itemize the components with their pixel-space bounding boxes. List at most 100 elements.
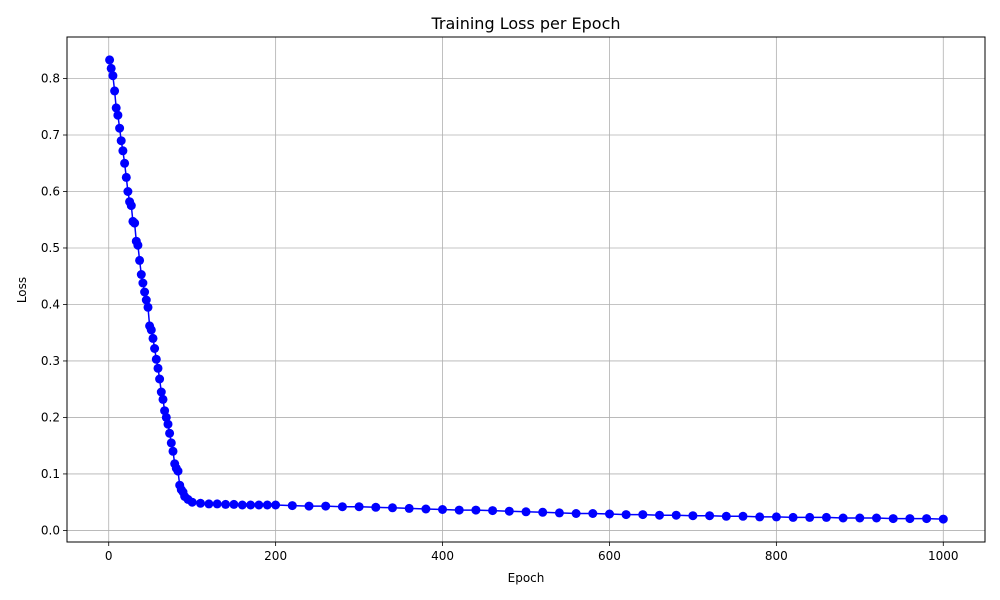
loss-point [938,514,948,524]
loss-point [229,499,239,509]
y-tick-label: 0.0 [41,523,60,537]
loss-point [168,446,178,456]
loss-point [153,363,163,373]
loss-point [872,513,881,523]
loss-point [133,240,143,250]
loss-point [106,63,116,73]
loss-point [158,394,168,404]
loss-point [173,466,183,476]
loss-point [155,374,165,384]
y-tick-label: 0.2 [41,410,60,424]
loss-point [120,158,130,168]
loss-point [588,509,598,518]
loss-point [204,499,214,509]
loss-point [130,218,140,228]
plot-frame [66,36,986,543]
y-tick-label: 0.4 [41,297,60,311]
loss-point [105,55,115,65]
loss-point [156,387,166,397]
loss-point [805,512,815,522]
loss-point [271,500,281,510]
loss-point [821,512,831,522]
loss-point [721,511,731,521]
loss-point [571,509,581,518]
loss-point [113,110,123,120]
loss-point [521,507,531,517]
loss-point [905,514,915,524]
x-tick-label: 200 [264,549,287,563]
loss-point [488,506,498,516]
loss-point [110,86,120,96]
loss-point [136,270,146,279]
loss-point [888,514,898,524]
x-tick-label: 400 [431,549,454,563]
loss-point [150,344,160,353]
loss-point [705,511,715,521]
loss-point [688,511,698,521]
x-tick-label: 800 [765,549,788,563]
loss-point [108,71,118,81]
loss-point [454,505,464,515]
axis-ticks: 0 200 400 600 800 1000 0.0 0.1 0.2 0.3 0.4 0.5 0.6 0.… [41,72,959,563]
loss-point [438,505,447,514]
loss-point [304,501,314,511]
loss-point [922,514,932,524]
y-tick-label: 0.1 [41,467,60,481]
data-series [105,55,948,524]
y-tick-label: 0.7 [41,128,60,142]
x-tick-label: 0 [105,549,113,563]
loss-point [838,513,848,523]
loss-point [161,412,171,422]
loss-point [605,509,614,519]
loss-point [148,333,158,343]
loss-point [655,510,664,520]
x-tick-label: 1000 [928,549,959,563]
loss-point [254,500,264,510]
loss-point [788,512,798,522]
loss-point [354,502,364,512]
loss-point [196,498,205,508]
loss-point [404,503,414,513]
loss-point [371,502,381,512]
loss-point [246,500,256,510]
loss-point [421,504,431,514]
loss-point [111,103,121,113]
loss-point [135,255,145,265]
loss-point [321,501,331,511]
chart-title: Training Loss per Epoch [430,14,620,33]
loss-point [163,419,173,429]
loss-point [187,497,197,507]
y-tick-label: 0.3 [41,354,60,368]
loss-point [621,510,631,520]
loss-point [471,505,481,515]
loss-point [262,500,272,510]
loss-point [538,507,548,517]
loss-point [115,123,125,133]
loss-point [855,513,865,523]
loss-point [738,511,748,521]
loss-point [212,499,222,509]
loss-point [118,146,128,156]
loss-point [151,354,161,364]
loss-point [638,510,648,520]
loss-point [116,136,126,146]
loss-point [146,325,156,335]
loss-point [138,278,148,288]
loss-point [140,287,150,297]
loss-point [165,428,175,438]
loss-point [771,512,781,522]
y-tick-label: 0.6 [41,184,60,198]
loss-point [143,302,153,312]
y-tick-label: 0.5 [41,241,60,255]
x-tick-label: 600 [598,549,621,563]
y-axis-label: Loss [15,277,29,303]
loss-point [287,501,297,511]
loss-point [123,187,133,196]
x-axis-label: Epoch [508,571,545,585]
loss-point [337,502,347,512]
loss-point [554,508,564,518]
loss-point [141,295,151,305]
